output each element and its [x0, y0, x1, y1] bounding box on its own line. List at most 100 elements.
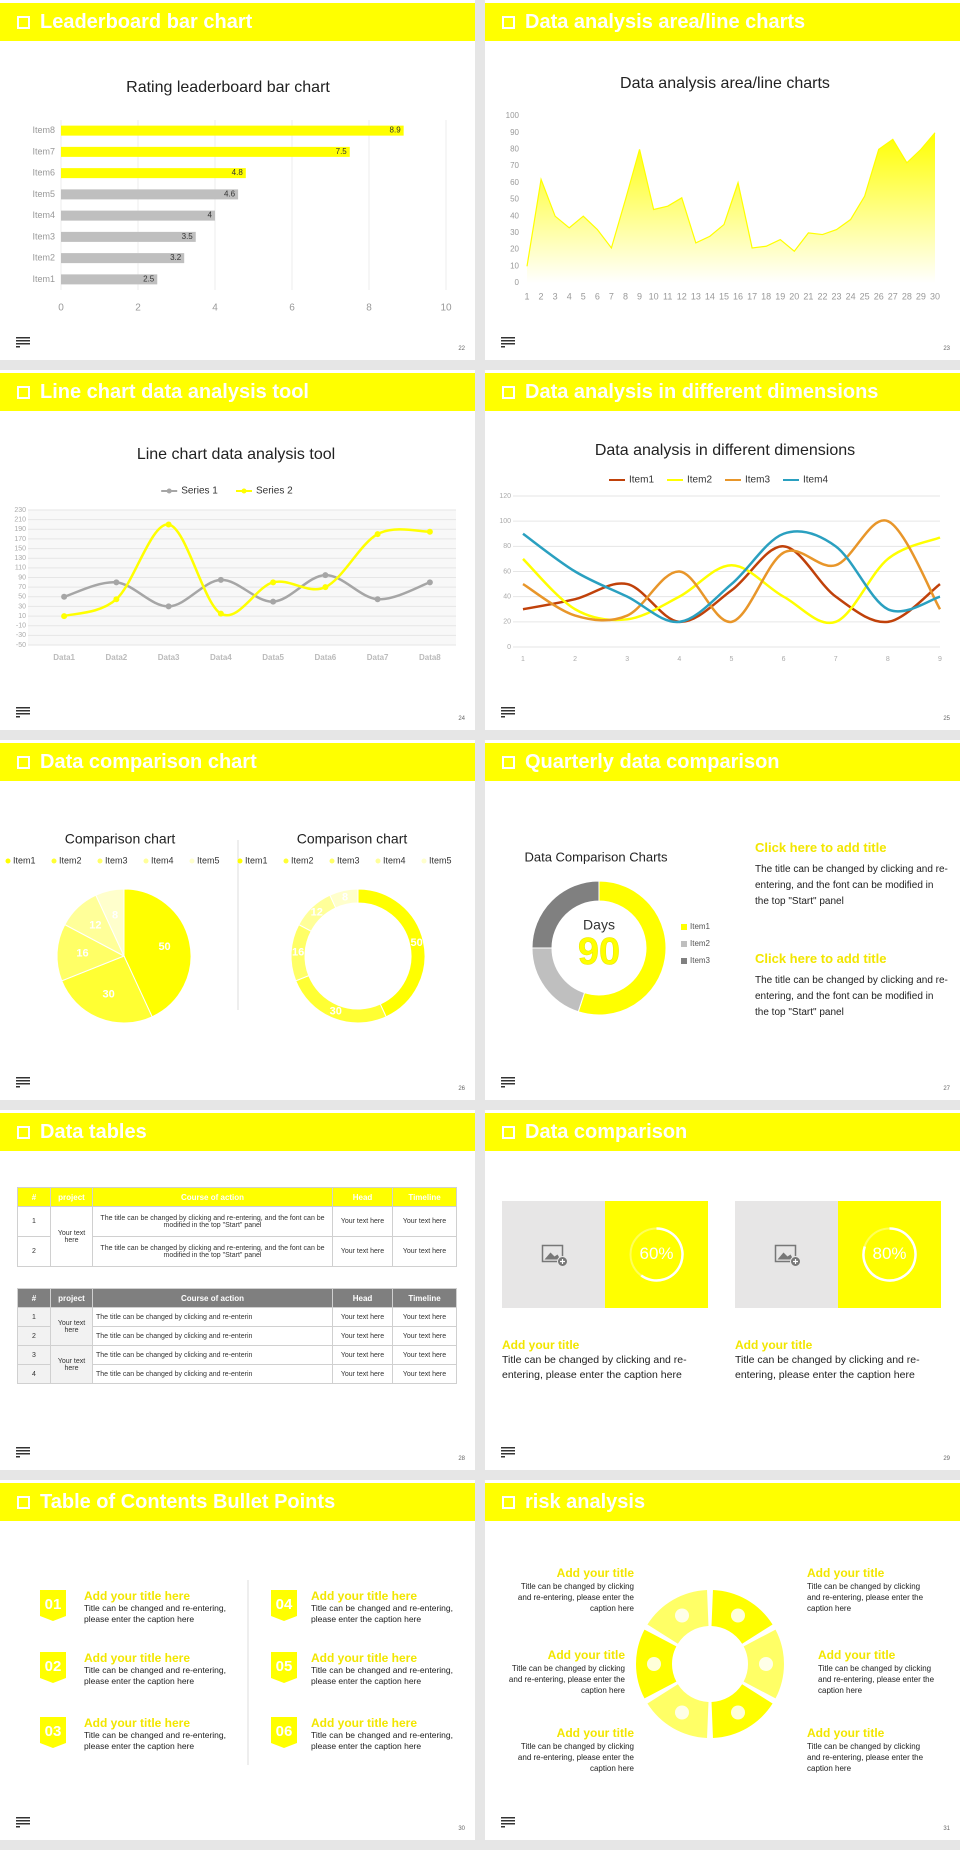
slide: Data analysis area/line charts 0 10 20 30 40 5… — [485, 0, 960, 360]
point — [165, 521, 172, 528]
x-tick-label: 23 — [832, 291, 842, 301]
y-tick-label: 70 — [18, 584, 26, 591]
header-row: # project Course of action Head Timeline — [17, 1288, 457, 1308]
cell: Your text here — [332, 1326, 393, 1346]
x-tick-label: 22 — [817, 291, 827, 301]
slide-title: Quarterly data comparison — [525, 751, 780, 773]
y-tick-label: Item4 — [32, 210, 55, 220]
x-tick-label: Data3 — [158, 653, 180, 662]
logo — [16, 346, 20, 348]
risk-title: Add your title — [556, 1566, 634, 1580]
slide-title: Data analysis in different dimensions — [525, 381, 879, 403]
x-tick-label: 25 — [860, 291, 870, 301]
y-tick-label: 40 — [503, 594, 511, 601]
bullet-title: Add your title here — [84, 1589, 191, 1603]
bullet-text: Title can be changed and re-entering, pl… — [84, 1730, 226, 1751]
logo — [16, 716, 20, 718]
cell: 1 — [17, 1307, 51, 1327]
header-icon — [17, 1496, 30, 1509]
image-icon — [777, 1252, 794, 1260]
note-title: Click here to add title — [755, 951, 887, 966]
legend-swatch — [681, 941, 687, 947]
logo — [16, 337, 30, 339]
x-tick-label: 0 — [58, 303, 64, 314]
slide: 01 02 03 04 05 06 Table of Contents Bullet Poi… — [0, 1480, 475, 1840]
table-row: 2 The title can be changed by clicking an… — [17, 1236, 457, 1267]
project-cell: Your text here — [50, 1206, 93, 1267]
y-tick-label: 20 — [503, 619, 511, 626]
slide-graphics: Comparison chart 50 30 16 12 8 Item1 Item2 Item3… — [5, 831, 452, 1088]
logo — [16, 710, 30, 712]
data-label: 4.6 — [224, 189, 236, 198]
table-row: 1 Your text here The title can be changed … — [17, 1206, 457, 1267]
header-cell: Head — [332, 1288, 393, 1308]
y-tick-label: 50 — [510, 195, 519, 204]
number-badge — [40, 1590, 66, 1621]
slide-graphics: Line chart data analysis tool Series 1 Ser… — [14, 446, 456, 718]
logo — [16, 1450, 30, 1452]
page-number: 27 — [943, 1086, 950, 1092]
cell: Your text here — [332, 1345, 393, 1365]
x-tick-label: 13 — [691, 291, 701, 301]
x-tick-label: 26 — [874, 291, 884, 301]
slide-title: Data tables — [40, 1121, 147, 1143]
header-cell: Timeline — [392, 1288, 457, 1308]
badge-number: 03 — [45, 1723, 62, 1740]
y-tick-label: 110 — [15, 565, 26, 572]
table: # project Course of action Head Timeline 1 You… — [17, 1187, 457, 1267]
x-tick-label: Data4 — [210, 653, 232, 662]
header-icon — [17, 756, 30, 769]
legend-label: Item2 — [59, 855, 82, 865]
bar — [61, 189, 239, 200]
x-tick-label: Data2 — [105, 653, 127, 662]
point — [61, 593, 68, 600]
legend-label: Item3 — [337, 855, 360, 865]
cell: The title can be changed by clicking and… — [92, 1307, 333, 1327]
slide-title: Leaderboard bar chart — [40, 11, 253, 33]
x-tick-label: 4 — [567, 291, 572, 301]
data-label: 2.5 — [143, 274, 155, 283]
y-tick-label: Item8 — [32, 125, 55, 135]
slide: Line chart data analysis tool Series 1 Ser… — [0, 370, 475, 730]
cell: Your text here — [392, 1236, 457, 1267]
chart-title: Data analysis area/line charts — [620, 75, 830, 92]
legend-swatch — [283, 858, 289, 864]
cell: Your text here — [332, 1206, 393, 1237]
header-cell: # — [17, 1288, 51, 1308]
slice — [95, 888, 125, 957]
slide-title: Line chart data analysis tool — [40, 381, 309, 403]
risk-title: Add your title — [547, 1648, 625, 1662]
slide: 60% 80% Data comparison 29 Add your title Tit… — [485, 1110, 960, 1470]
legend-label: Item4 — [383, 855, 406, 865]
y-tick-label: -30 — [16, 632, 26, 639]
slice — [61, 955, 153, 1024]
point — [217, 610, 224, 617]
page-number: 24 — [458, 716, 465, 722]
logo — [501, 1080, 515, 1082]
y-tick-label: 0 — [507, 644, 511, 651]
chart-title: Data analysis in different dimensions — [595, 442, 855, 459]
slide-header: risk analysis — [485, 1483, 960, 1521]
slide: Data analysis in different dimensions Ite… — [485, 370, 960, 730]
x-tick-label: 9 — [938, 656, 942, 663]
x-tick-label: Data7 — [367, 653, 389, 662]
legend-swatch — [329, 858, 335, 864]
slide: Rating leaderboard bar chart 0 2 4 6 8 10 Item1… — [0, 0, 475, 360]
logo — [501, 340, 515, 342]
point — [61, 613, 68, 620]
slide-title: Table of Contents Bullet Points — [40, 1491, 336, 1513]
risk-text: Title can be changed by clicking and re-… — [807, 1582, 924, 1613]
cell: 4 — [17, 1364, 51, 1384]
x-tick-label: Data1 — [53, 653, 75, 662]
x-tick-label: 7 — [609, 291, 614, 301]
image-icon — [774, 1244, 797, 1263]
legend-label: Item2 — [687, 475, 712, 486]
chart-title: Line chart data analysis tool — [137, 446, 335, 463]
card-title: Add your title — [502, 1338, 580, 1352]
cycle-icon — [675, 1608, 689, 1623]
x-tick-label: 11 — [663, 291, 672, 301]
card-accent — [838, 1201, 941, 1308]
number-badge — [271, 1590, 297, 1621]
x-tick-label: 4 — [212, 303, 218, 314]
